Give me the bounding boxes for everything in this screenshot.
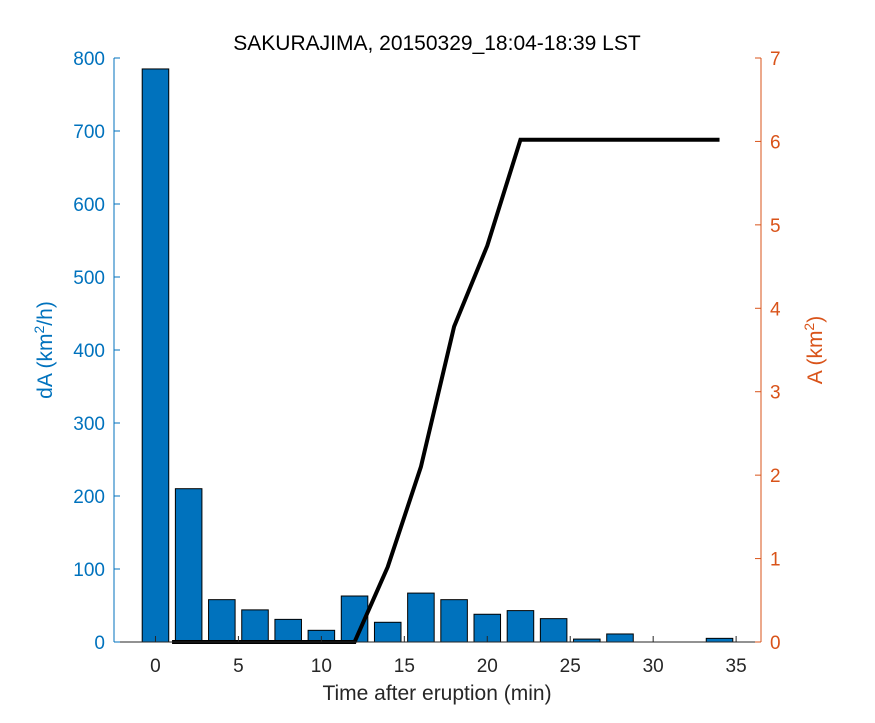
bar	[141, 68, 170, 643]
y-left-tick-label: 300	[73, 414, 105, 435]
x-axis-label: Time after eruption (min)	[322, 682, 551, 705]
y-left-tick-label: 200	[73, 487, 105, 508]
y-left-tick-label: 500	[73, 268, 105, 289]
bar	[606, 633, 634, 643]
y-left-tick-label: 600	[73, 195, 105, 216]
y-left-tick-label: 700	[73, 122, 105, 143]
y-left-tick-label: 100	[73, 560, 105, 581]
y-axis-right-label: A (km2)	[801, 316, 827, 384]
bar	[705, 637, 734, 643]
y-right-tick-label: 2	[770, 466, 781, 487]
chart-title: SAKURAJIMA, 20150329_18:04-18:39 LST	[233, 32, 641, 55]
y-right-tick-label: 0	[770, 633, 781, 654]
y-right-tick-label: 4	[770, 299, 781, 320]
x-tick-label: 10	[311, 656, 332, 677]
y-right-tick-label: 7	[770, 49, 781, 70]
x-tick-label: 25	[560, 656, 581, 677]
y-left-tick-label: 800	[73, 49, 105, 70]
y-left-tick-label: 400	[73, 341, 105, 362]
x-tick-label: 0	[150, 656, 161, 677]
bar	[539, 618, 568, 643]
y-axis-left-label: dA (km2/h)	[31, 301, 57, 399]
x-tick-label: 35	[726, 656, 747, 677]
x-tick-label: 20	[477, 656, 498, 677]
bar	[407, 592, 435, 643]
bar	[373, 621, 402, 643]
y-right-tick-label: 5	[770, 216, 781, 237]
bar	[241, 609, 269, 643]
y-left-tick-label: 0	[94, 633, 105, 654]
x-tick-label: 5	[233, 656, 244, 677]
bar	[174, 488, 203, 643]
bar	[208, 599, 236, 643]
bar	[274, 618, 302, 643]
line-series	[172, 137, 720, 644]
x-tick-label: 15	[394, 656, 415, 677]
cumulative-area-line	[172, 137, 720, 644]
x-tick-label: 30	[643, 656, 664, 677]
ticks: 0 5 10 15 20 25 30 3501002003004005006007008000…	[73, 49, 781, 677]
y-right-tick-label: 1	[770, 550, 781, 571]
bar	[506, 610, 535, 643]
y-right-tick-label: 3	[770, 383, 781, 404]
bar	[440, 599, 468, 643]
y-right-tick-label: 6	[770, 132, 781, 153]
